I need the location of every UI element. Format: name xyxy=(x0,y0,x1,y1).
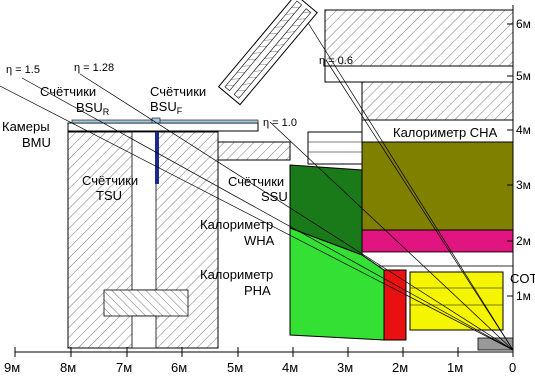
bsu-f-device xyxy=(217,0,318,106)
y-tick-2m: 2м xyxy=(516,234,531,248)
x-tick-1m: 1м xyxy=(447,360,463,375)
x-tick-4m: 4м xyxy=(282,360,298,375)
x-tick-0: 0 xyxy=(509,360,516,375)
component-labels: Счётчики BSUR Счётчики BSUF Камеры BMU С… xyxy=(2,84,535,298)
pha-label-line2: PHA xyxy=(244,283,271,298)
wha-label-line2: WHA xyxy=(244,233,275,248)
x-tick-5m: 5м xyxy=(227,360,243,375)
ssu-label-line2: SSU xyxy=(261,189,288,204)
y-tick-1m: 1м xyxy=(516,289,531,303)
y-tick-5m: 5м xyxy=(516,69,531,83)
eta-label-group: η = 1.5 η = 1.28 η = 1.0 η = 0.6 xyxy=(6,55,353,129)
tsu-label-line1: Счётчики xyxy=(82,173,138,188)
y-tick-3m: 3м xyxy=(516,178,531,192)
x-tick-9m: 9м xyxy=(4,360,20,375)
eta-label-1-5: η = 1.5 xyxy=(6,64,40,76)
cot-label: COT xyxy=(510,271,535,286)
wha-label-line1: Калориметр xyxy=(200,217,273,232)
support-arm xyxy=(217,141,291,161)
y-tick-6m: 6м xyxy=(516,17,531,31)
tsu-label-line2: TSU xyxy=(96,188,122,203)
y-axis: 6м 5м 4м 3м 2м 1м xyxy=(507,17,531,303)
bsu-r-label-line2: BSUR xyxy=(76,100,110,117)
y-tick-4m: 4м xyxy=(516,123,531,137)
eta-label-0-6: η = 0.6 xyxy=(319,55,353,67)
beam-pipe-block xyxy=(477,337,514,351)
cha-label: Калориметр CHA xyxy=(393,125,498,140)
steel-absorber xyxy=(67,131,219,349)
x-tick-6m: 6м xyxy=(171,360,187,375)
cot-yellow xyxy=(409,271,504,331)
bsu-f-label-line1: Счётчики xyxy=(150,84,206,99)
eta-label-1-28: η = 1.28 xyxy=(74,62,114,74)
x-tick-3m: 3м xyxy=(337,360,353,375)
bsu-r-label-line1: Счётчики xyxy=(40,84,96,99)
pha-label-line1: Калориметр xyxy=(200,267,273,282)
tsu-counter xyxy=(155,132,159,184)
bmu-label-line2: BMU xyxy=(22,135,51,150)
x-tick-2m: 2м xyxy=(392,360,408,375)
bsu-plate xyxy=(67,117,259,132)
bmu-label-line1: Камеры xyxy=(2,119,50,134)
bsu-f-label-line2: BSUF xyxy=(150,99,183,116)
eta-lines xyxy=(0,9,514,351)
eta-label-1-0: η = 1.0 xyxy=(263,117,297,129)
ssu-label-line1: Счётчики xyxy=(228,174,284,189)
upper-yoke xyxy=(307,9,514,165)
x-tick-8m: 8м xyxy=(60,360,76,375)
x-axis: 9м 8м 7м 6м 5м 4м 3м 2м 1м 0 xyxy=(4,347,516,375)
x-tick-7m: 7м xyxy=(116,360,132,375)
cha-calorimeter xyxy=(361,119,514,267)
